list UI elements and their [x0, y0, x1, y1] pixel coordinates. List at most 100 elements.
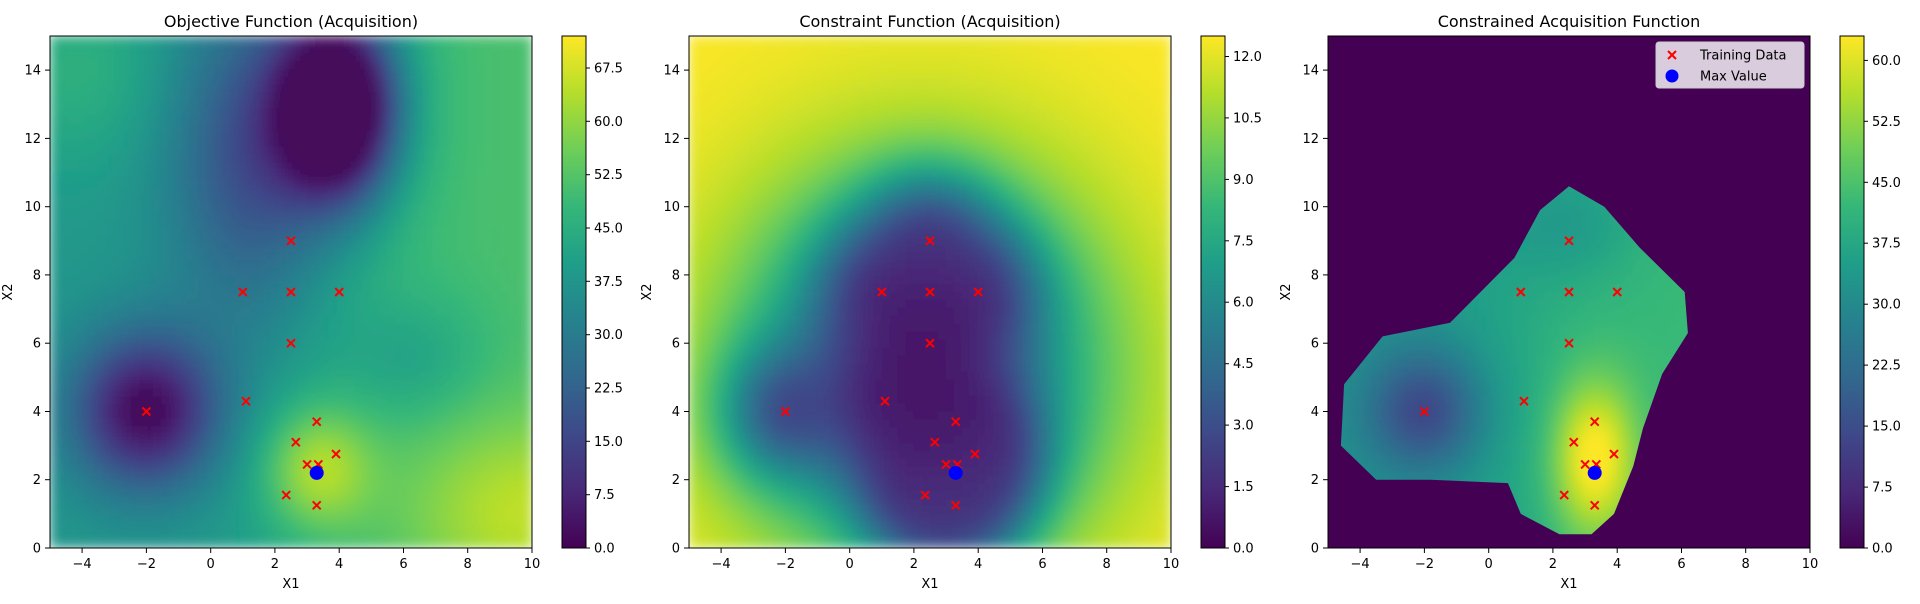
colorbar-tick-label: 10.5 — [1233, 111, 1262, 126]
colorbar-tick-label: 0.0 — [594, 542, 615, 557]
colorbar-tick-label: 15.0 — [594, 435, 623, 450]
y-tick-label: 12 — [663, 132, 680, 147]
x-tick-label: −2 — [137, 557, 156, 572]
x-tick-label: 8 — [1742, 557, 1750, 572]
legend-label: Training Data — [1699, 49, 1786, 64]
panel-objective: Objective Function (Acquisition) −4 −2 0… — [1, 12, 623, 592]
panel-constrained: Constrained Acquisition Function −4 −2 0… — [1279, 12, 1901, 592]
colorbar-gradient — [1840, 36, 1864, 548]
x-tick-label: 4 — [974, 557, 982, 572]
x-tick-label: −2 — [776, 557, 795, 572]
y-axis-label: X2 — [1, 283, 16, 300]
colorbar-tick-label: 0.0 — [1233, 542, 1254, 557]
x-tick-label: 10 — [1802, 557, 1819, 572]
heatmap-canvas — [50, 36, 533, 549]
y-tick-label: 0 — [1311, 542, 1319, 557]
x-tick-label: 4 — [1613, 557, 1621, 572]
colorbar-tick-label: 12.0 — [1233, 50, 1262, 65]
y-axis: 0 2 4 6 8 10 12 14 X2 — [1279, 64, 1328, 557]
x-tick-label: 0 — [207, 557, 215, 572]
y-tick-label: 6 — [672, 337, 680, 352]
y-tick-label: 4 — [33, 405, 41, 420]
x-tick-label: −4 — [712, 557, 731, 572]
plot-area — [1328, 36, 1811, 549]
y-tick-label: 14 — [1302, 64, 1319, 79]
y-tick-label: 2 — [33, 473, 41, 488]
y-tick-label: 0 — [672, 542, 680, 557]
max-value-marker — [949, 466, 963, 480]
max-value-marker — [1588, 466, 1602, 480]
heatmap-canvas — [1328, 36, 1811, 549]
y-tick-label: 4 — [1311, 405, 1319, 420]
y-tick-label: 0 — [33, 542, 41, 557]
colorbar: 0.0 7.5 15.0 22.5 30.0 37.5 45.0 52.5 60… — [562, 36, 623, 557]
y-tick-label: 2 — [672, 473, 680, 488]
x-tick-label: 2 — [1549, 557, 1557, 572]
y-tick-label: 2 — [1311, 473, 1319, 488]
panel-title: Constrained Acquisition Function — [1438, 12, 1701, 31]
y-axis: 0 2 4 6 8 10 12 14 X2 — [640, 64, 689, 557]
colorbar-tick-label: 0.0 — [1872, 542, 1893, 557]
y-tick-label: 14 — [663, 64, 680, 79]
colorbar-tick-label: 15.0 — [1872, 420, 1901, 435]
y-tick-label: 12 — [24, 132, 41, 147]
y-tick-label: 10 — [1302, 200, 1319, 215]
colorbar-tick-label: 1.5 — [1233, 480, 1254, 495]
x-tick-label: 2 — [910, 557, 918, 572]
plot-area — [50, 36, 533, 549]
colorbar-tick-label: 60.0 — [1872, 54, 1901, 69]
y-tick-label: 6 — [33, 337, 41, 352]
colorbar-tick-label: 52.5 — [594, 168, 623, 183]
colorbar-tick-label: 37.5 — [594, 275, 623, 290]
y-tick-label: 10 — [663, 200, 680, 215]
legend-label: Max Value — [1700, 70, 1767, 85]
x-axis-label: X1 — [921, 577, 938, 592]
colorbar: 0.0 1.5 3.0 4.5 6.0 7.5 9.0 10.5 12.0 — [1201, 36, 1262, 557]
plot-area — [689, 36, 1172, 549]
colorbar-tick-label: 7.5 — [594, 488, 615, 503]
y-tick-label: 8 — [672, 268, 680, 283]
colorbar-gradient — [562, 36, 586, 548]
colorbar-tick-label: 37.5 — [1872, 237, 1901, 252]
x-tick-label: −4 — [73, 557, 92, 572]
x-tick-label: 10 — [524, 557, 541, 572]
colorbar-tick-label: 9.0 — [1233, 173, 1254, 188]
panel-title: Objective Function (Acquisition) — [164, 12, 418, 31]
y-tick-label: 14 — [24, 64, 41, 79]
colorbar-tick-label: 22.5 — [594, 382, 623, 397]
colorbar-tick-label: 67.5 — [594, 62, 623, 77]
max-value-marker — [310, 466, 324, 480]
x-tick-label: 8 — [464, 557, 472, 572]
x-tick-label: 10 — [1163, 557, 1180, 572]
colorbar-tick-label: 4.5 — [1233, 357, 1254, 372]
y-tick-label: 10 — [24, 200, 41, 215]
colorbar-tick-label: 6.0 — [1233, 296, 1254, 311]
colorbar-tick-label: 45.0 — [594, 222, 623, 237]
colorbar-tick-label: 30.0 — [594, 328, 623, 343]
y-tick-label: 6 — [1311, 337, 1319, 352]
x-tick-label: 0 — [1485, 557, 1493, 572]
colorbar-tick-label: 22.5 — [1872, 359, 1901, 374]
x-tick-label: 4 — [335, 557, 343, 572]
colorbar-tick-label: 52.5 — [1872, 115, 1901, 130]
colorbar-tick-label: 30.0 — [1872, 298, 1901, 313]
legend-max-marker — [1666, 70, 1679, 83]
y-tick-label: 8 — [33, 268, 41, 283]
x-axis: −4 −2 0 2 4 6 8 10 X1 — [712, 548, 1180, 592]
panel-title: Constraint Function (Acquisition) — [799, 12, 1060, 31]
y-tick-label: 4 — [672, 405, 680, 420]
heatmap-canvas — [689, 36, 1172, 549]
x-tick-label: 8 — [1103, 557, 1111, 572]
colorbar-tick-label: 60.0 — [594, 115, 623, 130]
y-axis-label: X2 — [1279, 283, 1294, 300]
x-axis-label: X1 — [282, 577, 299, 592]
y-axis: 0 2 4 6 8 10 12 14 X2 — [1, 64, 50, 557]
legend: Training Data Max Value — [1656, 42, 1804, 88]
y-tick-label: 8 — [1311, 268, 1319, 283]
colorbar: 0.0 7.5 15.0 22.5 30.0 37.5 45.0 52.5 60… — [1840, 36, 1901, 557]
colorbar-gradient — [1201, 36, 1225, 548]
x-tick-label: 6 — [1038, 557, 1046, 572]
x-axis: −4 −2 0 2 4 6 8 10 X1 — [73, 548, 541, 592]
